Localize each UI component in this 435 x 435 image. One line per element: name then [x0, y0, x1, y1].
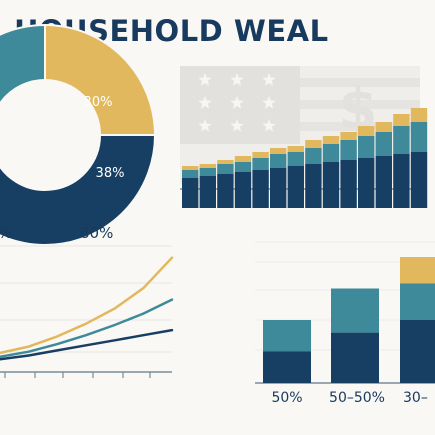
bar-segment [182, 178, 199, 208]
series-line [0, 256, 174, 355]
donut-chart [0, 23, 157, 246]
bar-segment [263, 320, 311, 352]
donut-label-navy: 38% [96, 166, 125, 181]
bar-segment [182, 170, 199, 178]
bar-segment [340, 140, 357, 160]
star-icon [230, 73, 244, 86]
bar-segment [358, 158, 375, 208]
bar-segment [331, 332, 379, 383]
bar-segment [287, 152, 304, 166]
star-icon [198, 96, 212, 109]
bar-segment [305, 148, 322, 164]
star-icon [198, 119, 212, 132]
bar-segment [410, 122, 428, 152]
bar-segment [393, 154, 410, 208]
bar-segment [199, 164, 216, 168]
bar-segment [217, 160, 234, 164]
bar-segment [410, 108, 428, 122]
bar-segment [322, 162, 340, 208]
line-chart [0, 256, 174, 361]
donut-outer-label-right: 80% [80, 224, 113, 242]
bar-segment [182, 166, 199, 170]
bar-segment [340, 160, 357, 208]
stacked-bar-chart-bottom [263, 257, 435, 383]
bottom-bar-label-3: 30– [403, 390, 428, 406]
bar-segment [322, 136, 340, 144]
bar-segment [199, 168, 216, 176]
bar-segment [358, 136, 375, 158]
bar-segment [400, 320, 435, 383]
bar-segment [287, 166, 304, 208]
bar-segment [263, 351, 311, 383]
bar-segment [270, 168, 287, 208]
flag-stars [198, 73, 276, 132]
bar-segment [270, 154, 287, 168]
bar-segment [234, 156, 252, 162]
bar-segment [393, 114, 410, 126]
bar-segment [252, 152, 269, 158]
stacked-bar-chart-top [182, 108, 428, 208]
donut-label-gold: 30% [84, 95, 113, 110]
bar-segment [252, 170, 269, 208]
bottom-bar-label-1: 50% [271, 390, 302, 406]
star-icon [262, 73, 276, 86]
bar-segment [375, 156, 392, 208]
bar-segment [305, 164, 322, 208]
series-line [0, 298, 174, 359]
bar-segment [199, 176, 216, 208]
bar-segment [217, 174, 234, 208]
series-line [0, 328, 174, 361]
bar-segment [234, 162, 252, 172]
star-icon [198, 73, 212, 86]
bar-segment [400, 283, 435, 320]
bar-segment [331, 288, 379, 333]
star-icon [230, 119, 244, 132]
bar-segment [234, 172, 252, 208]
bar-segment [393, 126, 410, 154]
bar-segment [375, 122, 392, 132]
donut-slice [0, 23, 46, 106]
donut-slice [44, 23, 157, 136]
donut-outer-label-left: % [0, 224, 12, 242]
bar-segment [270, 148, 287, 154]
star-icon [262, 96, 276, 109]
bar-segment [375, 132, 392, 156]
star-icon [230, 96, 244, 109]
bar-segment [287, 146, 304, 152]
bar-segment [410, 152, 428, 208]
donut-slice [0, 134, 157, 246]
star-icon [262, 119, 276, 132]
bar-segment [217, 164, 234, 174]
bar-segment [358, 126, 375, 136]
bar-segment [305, 140, 322, 148]
bottom-bar-label-2: 50–50% [329, 390, 385, 406]
bar-segment [400, 257, 435, 284]
bar-segment [252, 158, 269, 170]
bar-segment [322, 144, 340, 162]
bar-segment [340, 132, 357, 140]
